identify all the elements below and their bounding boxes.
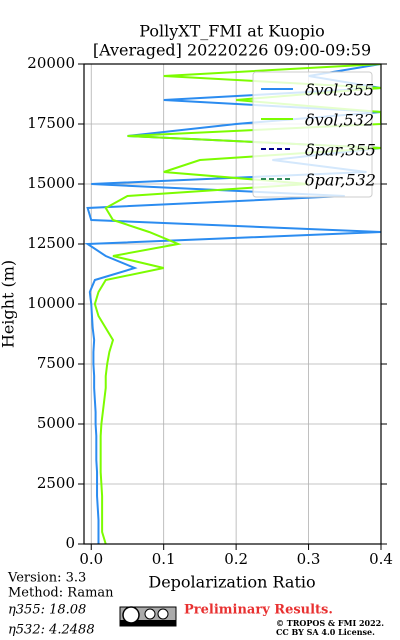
copyright: © TROPOS & FMI 2022. bbox=[276, 618, 384, 628]
note: Version: 3.3 bbox=[7, 571, 86, 586]
y-tick-label: 0 bbox=[65, 534, 75, 552]
y-tick-label: 12500 bbox=[27, 234, 75, 252]
legend-label: δvol,532 bbox=[305, 111, 374, 130]
y-tick-label: 2500 bbox=[37, 474, 75, 492]
cc-logo bbox=[119, 606, 177, 627]
preliminary-note: Preliminary Results. bbox=[184, 603, 333, 618]
y-tick-label: 17500 bbox=[27, 114, 75, 132]
legend-label: δpar,355 bbox=[305, 141, 376, 160]
x-tick-label: 0.2 bbox=[224, 550, 248, 568]
note: η532: 4.2488 bbox=[8, 623, 95, 638]
y-tick-label: 20000 bbox=[27, 54, 75, 72]
chart-title: PollyXT_FMI at Kuopio bbox=[139, 22, 325, 41]
legend-label: δpar,532 bbox=[305, 171, 376, 190]
y-axis-label: Height (m) bbox=[0, 260, 18, 348]
note: Method: Raman bbox=[8, 586, 114, 601]
legend-box bbox=[252, 71, 373, 198]
x-tick-label: 0.3 bbox=[297, 550, 321, 568]
plot-frame bbox=[83, 63, 382, 545]
y-tick-label: 10000 bbox=[27, 294, 75, 312]
x-axis-label: Depolarization Ratio bbox=[148, 573, 315, 592]
x-tick-label: 0.0 bbox=[79, 550, 103, 568]
chart-subtitle: [Averaged] 20220226 09:00-09:59 bbox=[93, 41, 371, 60]
y-tick-label: 7500 bbox=[37, 354, 75, 372]
copyright: CC BY SA 4.0 License. bbox=[276, 627, 375, 637]
y-tick-label: 5000 bbox=[37, 414, 75, 432]
y-tick-label: 15000 bbox=[27, 174, 75, 192]
x-tick-label: 0.4 bbox=[369, 550, 393, 568]
note: η355: 18.08 bbox=[8, 603, 86, 618]
legend-label: δvol,355 bbox=[305, 81, 374, 100]
x-tick-label: 0.1 bbox=[152, 550, 176, 568]
